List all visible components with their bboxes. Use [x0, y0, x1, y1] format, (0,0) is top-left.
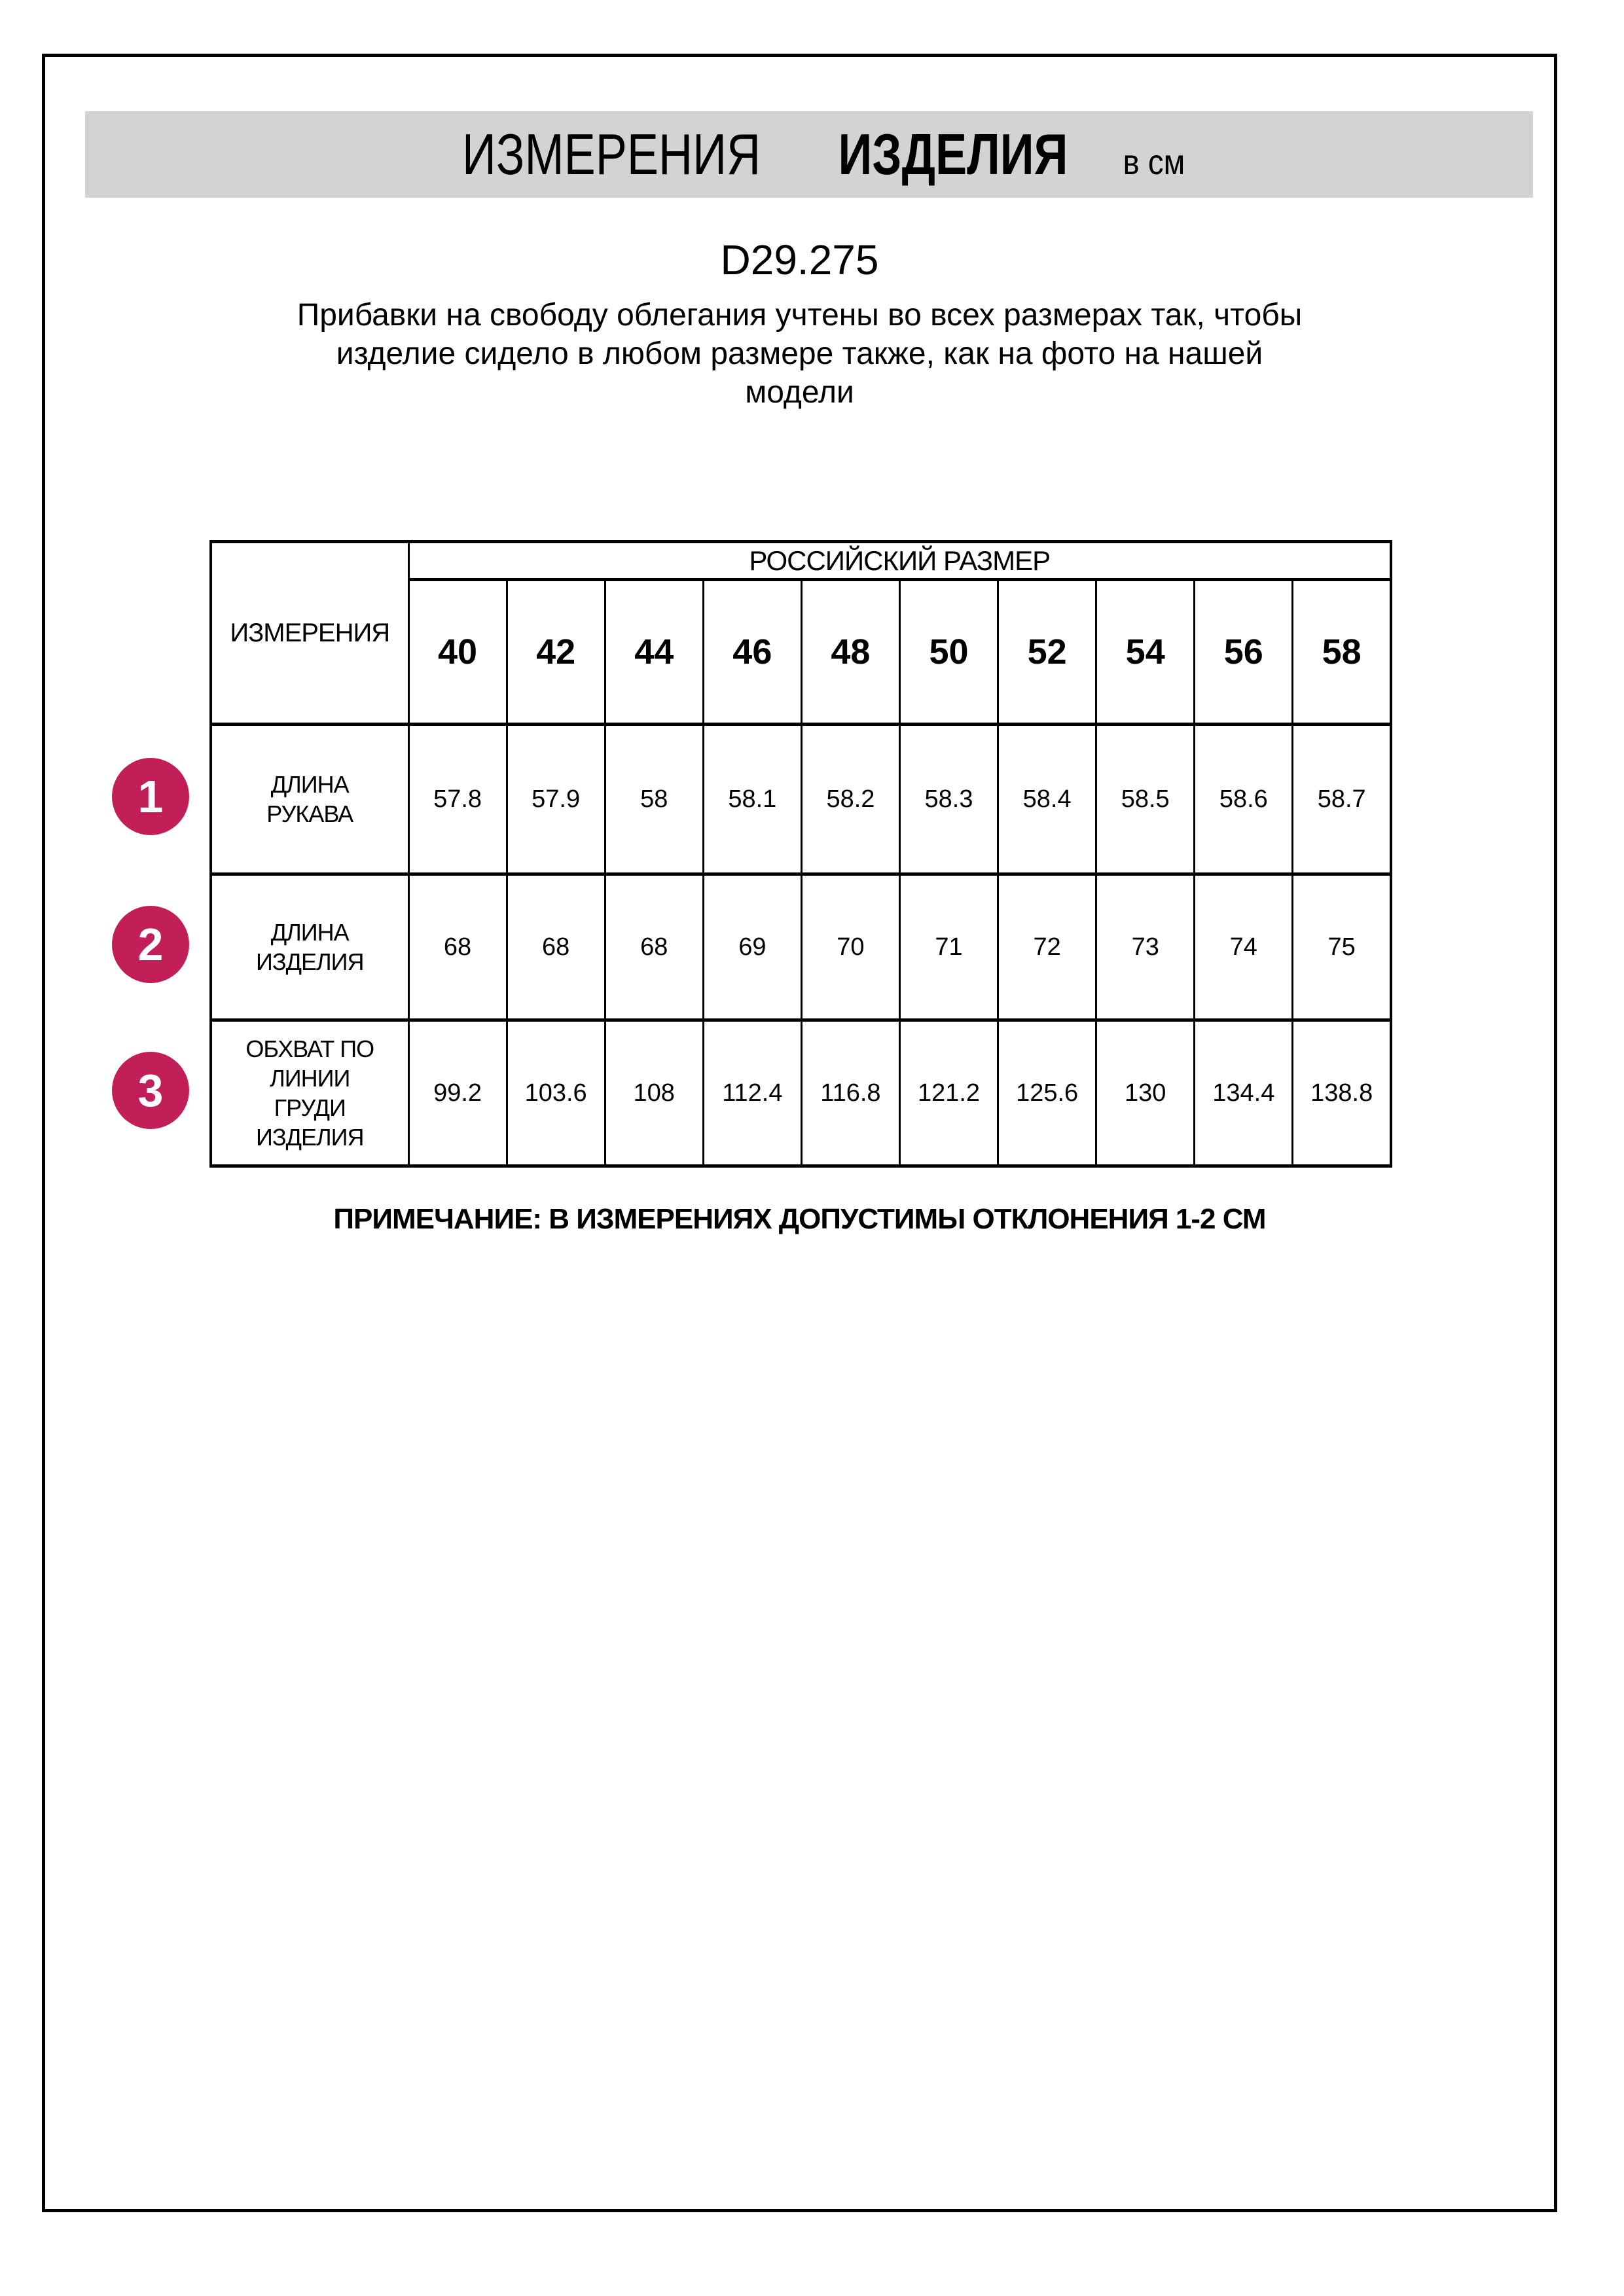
value-cell: 71 — [898, 872, 1000, 1022]
size-column-header: 50 — [898, 578, 1000, 726]
value-cell: 134.4 — [1193, 1018, 1294, 1168]
value-cell: 58 — [604, 723, 704, 876]
row-marker-1: 1 — [112, 758, 189, 835]
size-column-header: 46 — [702, 578, 803, 726]
value-cell: 58.7 — [1291, 723, 1392, 876]
fit-note-paragraph: Прибавки на свободу облегания учтены во … — [42, 296, 1557, 412]
fit-note-line: изделие сидело в любом размере также, ка… — [336, 336, 1263, 371]
value-cell: 130 — [1095, 1018, 1196, 1168]
size-column-header: 56 — [1193, 578, 1294, 726]
value-cell: 74 — [1193, 872, 1294, 1022]
table-row: ОБХВАТ ПО ЛИНИИ ГРУДИ ИЗДЕЛИЯ 99.2 103.6… — [209, 1018, 1392, 1168]
value-cell: 70 — [800, 872, 901, 1022]
row-marker-3: 3 — [112, 1052, 189, 1129]
fit-note-line: модели — [745, 375, 854, 410]
value-cell: 58.3 — [898, 723, 1000, 876]
value-cell: 69 — [702, 872, 803, 1022]
note-text: ПРИМЕЧАНИЕ: В ИЗМЕРЕНИЯХ ДОПУСТИМЫ ОТКЛО… — [333, 1203, 1266, 1235]
title-measurements-text: ИЗМЕРЕНИЯ — [461, 122, 761, 187]
fit-note-line: Прибавки на свободу облегания учтены во … — [297, 298, 1303, 332]
page-frame — [42, 54, 1557, 2212]
model-code: D29.275 — [720, 236, 879, 283]
measurements-corner-header: ИЗМЕРЕНИЯ — [209, 540, 410, 726]
value-cell: 68 — [604, 872, 704, 1022]
size-table: ИЗМЕРЕНИЯ РОССИЙСКИЙ РАЗМЕР 40 42 44 46 … — [209, 540, 1392, 1168]
value-cell: 58.1 — [702, 723, 803, 876]
row-label-garment-length: ДЛИНА ИЗДЕЛИЯ — [209, 872, 410, 1022]
row-marker-2-number: 2 — [137, 919, 164, 970]
row-label-chest-girth: ОБХВАТ ПО ЛИНИИ ГРУДИ ИЗДЕЛИЯ — [209, 1018, 410, 1168]
value-cell: 58.2 — [800, 723, 901, 876]
size-column-header: 42 — [505, 578, 606, 726]
size-column-header: 48 — [800, 578, 901, 726]
title-product-text: ИЗДЕЛИЯ — [838, 122, 1068, 187]
value-cell: 58.4 — [997, 723, 1098, 876]
title-unit-text: в см — [1123, 143, 1185, 182]
size-column-header: 44 — [604, 578, 704, 726]
value-cell: 58.6 — [1193, 723, 1294, 876]
value-cell: 112.4 — [702, 1018, 803, 1168]
value-cell: 75 — [1291, 872, 1392, 1022]
russian-size-header: РОССИЙСКИЙ РАЗМЕР — [407, 540, 1392, 581]
row-marker-2: 2 — [112, 906, 189, 983]
value-cell: 57.9 — [505, 723, 606, 876]
value-cell: 72 — [997, 872, 1098, 1022]
table-row: ДЛИНА РУКАВА 57.8 57.9 58 58.1 58.2 58.3… — [209, 723, 1392, 876]
row-marker-1-number: 1 — [137, 771, 164, 822]
size-column-header: 58 — [1291, 578, 1392, 726]
value-cell: 121.2 — [898, 1018, 1000, 1168]
value-cell: 68 — [407, 872, 508, 1022]
value-cell: 108 — [604, 1018, 704, 1168]
value-cell: 57.8 — [407, 723, 508, 876]
row-marker-3-number: 3 — [137, 1065, 164, 1116]
row-label-sleeve-length: ДЛИНА РУКАВА — [209, 723, 410, 876]
title-bar: ИЗМЕРЕНИЯ ИЗДЕЛИЯ в см — [85, 111, 1533, 198]
value-cell: 138.8 — [1291, 1018, 1392, 1168]
value-cell: 58.5 — [1095, 723, 1196, 876]
size-column-header: 54 — [1095, 578, 1196, 726]
value-cell: 99.2 — [407, 1018, 508, 1168]
size-column-header: 52 — [997, 578, 1098, 726]
value-cell: 116.8 — [800, 1018, 901, 1168]
table-row: ДЛИНА ИЗДЕЛИЯ 68 68 68 69 70 71 72 73 74… — [209, 872, 1392, 1022]
value-cell: 68 — [505, 872, 606, 1022]
value-cell: 103.6 — [505, 1018, 606, 1168]
value-cell: 125.6 — [997, 1018, 1098, 1168]
value-cell: 73 — [1095, 872, 1196, 1022]
size-column-header: 40 — [407, 578, 508, 726]
